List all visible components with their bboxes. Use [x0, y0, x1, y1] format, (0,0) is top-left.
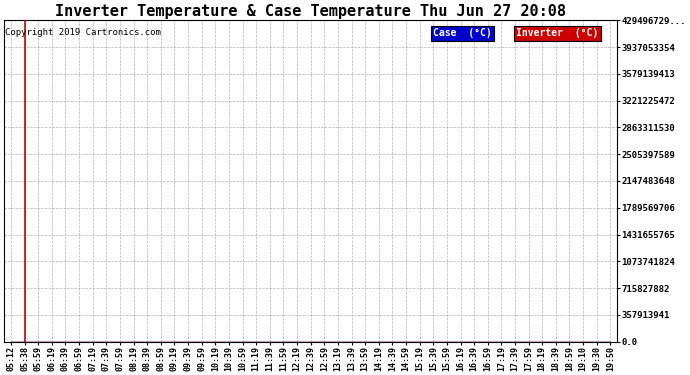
- Title: Inverter Temperature & Case Temperature Thu Jun 27 20:08: Inverter Temperature & Case Temperature …: [55, 4, 566, 19]
- Text: Inverter  (°C): Inverter (°C): [516, 28, 598, 38]
- Text: Copyright 2019 Cartronics.com: Copyright 2019 Cartronics.com: [6, 28, 161, 38]
- Text: Case  (°C): Case (°C): [433, 28, 492, 38]
